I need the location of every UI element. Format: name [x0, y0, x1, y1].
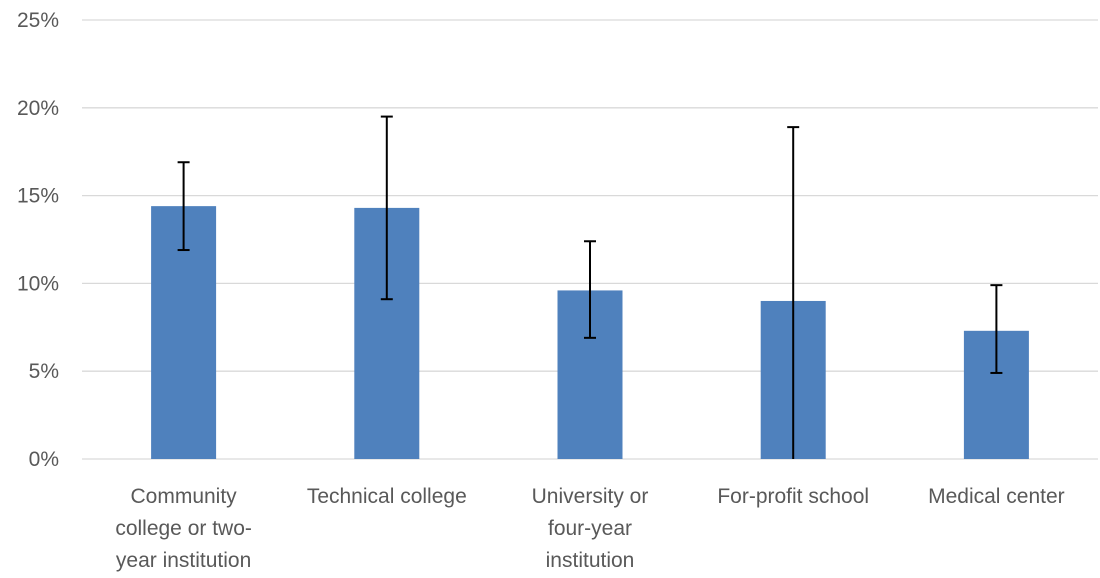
x-category-label-line: institution: [546, 549, 635, 572]
x-category-label-line: college or two-: [115, 517, 252, 540]
x-category-label-line: University or: [532, 485, 649, 508]
y-tick-label: 0%: [29, 448, 59, 471]
error-bar: [380, 115, 393, 301]
error-bars: [177, 115, 1003, 459]
x-category-label: Community college or two-year institution: [115, 485, 252, 572]
x-category-label-line: For-profit school: [717, 485, 869, 508]
y-tick-label: 10%: [17, 272, 59, 295]
y-axis-tick-labels: 0% 5% 10% 15% 20% 25%: [17, 9, 59, 471]
y-tick-label: 20%: [17, 97, 59, 120]
x-category-label-line: Medical center: [928, 485, 1065, 508]
x-category-label: Technical college: [307, 485, 467, 508]
x-axis-category-labels: Community college or two-year institution…: [115, 485, 1064, 572]
y-tick-label: 5%: [29, 360, 59, 383]
y-tick-label: 15%: [17, 185, 59, 208]
x-category-label: University or four-year institution: [532, 485, 649, 572]
error-bar: [787, 126, 800, 459]
x-category-label-line: year institution: [116, 549, 251, 572]
x-category-label: Medical center: [928, 485, 1065, 508]
error-bar: [990, 284, 1003, 374]
x-category-label-line: four-year: [548, 517, 632, 540]
x-category-label-line: Technical college: [307, 485, 467, 508]
error-bar: [177, 161, 190, 252]
x-category-label: For-profit school: [717, 485, 869, 508]
y-tick-label: 25%: [17, 9, 59, 32]
x-category-label-line: Community: [130, 485, 237, 508]
error-bar: [584, 240, 596, 339]
